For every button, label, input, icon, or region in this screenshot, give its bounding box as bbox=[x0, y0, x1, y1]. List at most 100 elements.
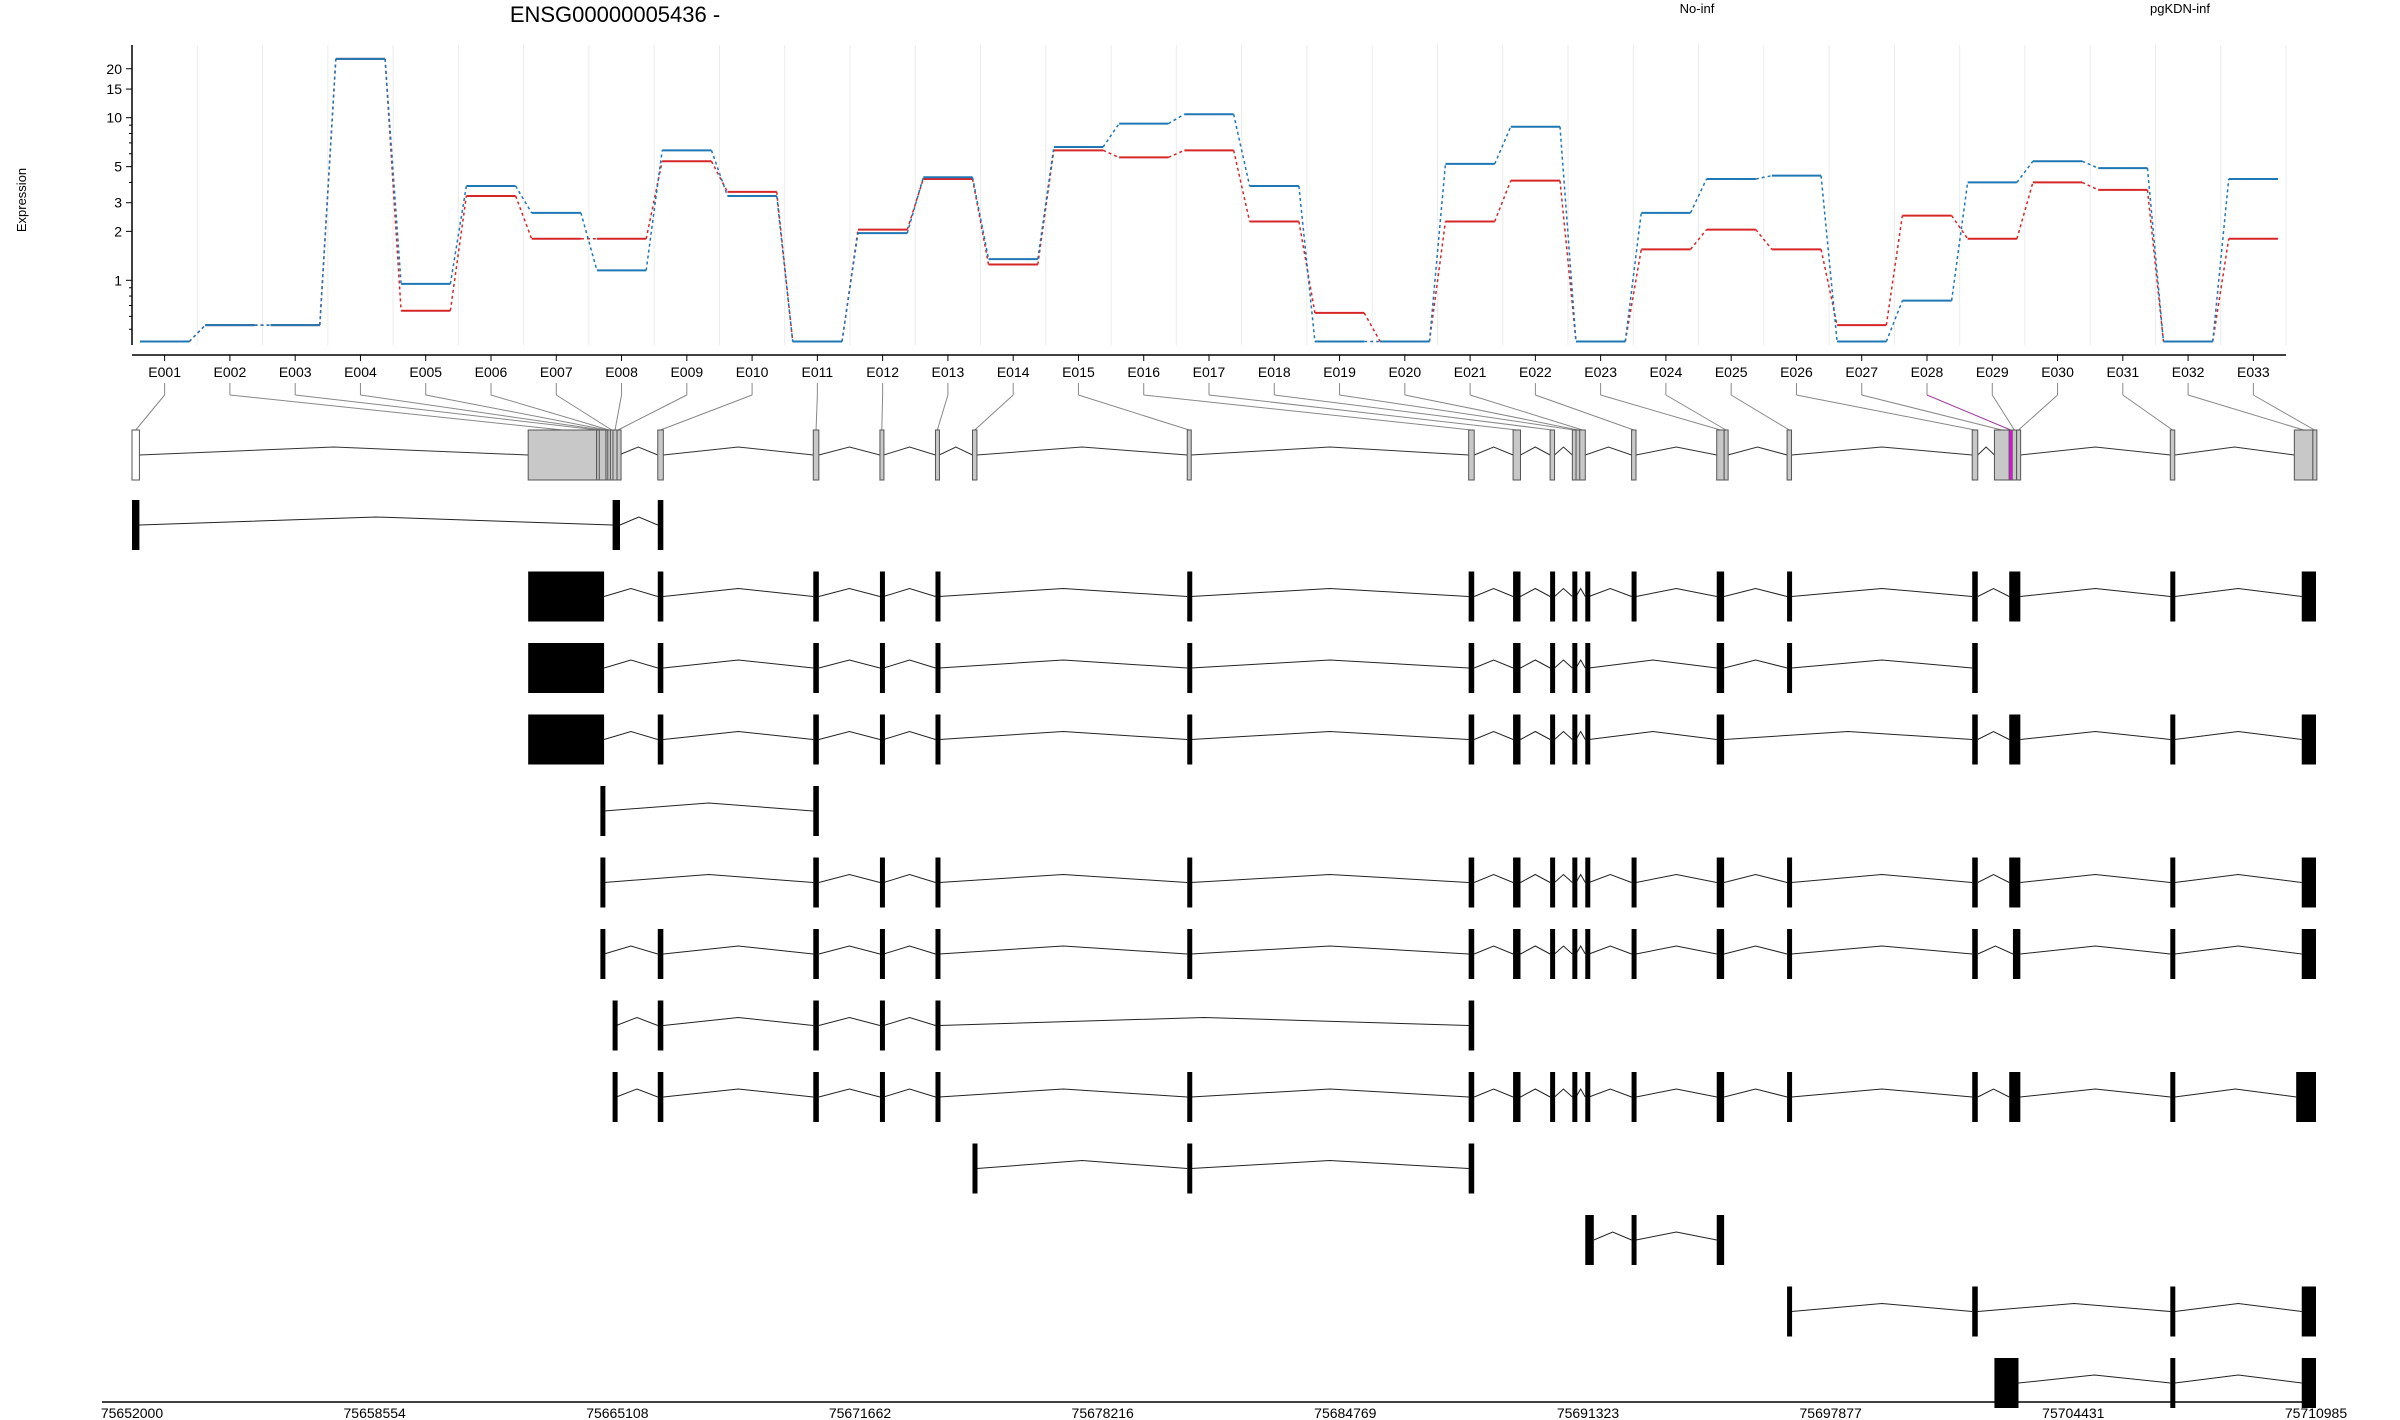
transcript-intron bbox=[939, 1088, 1188, 1098]
transcript-exon bbox=[1972, 714, 1978, 765]
transcript-exon bbox=[1187, 857, 1193, 908]
intron-line bbox=[139, 446, 529, 456]
transcript-intron bbox=[663, 1088, 814, 1098]
series-connector-pgkdn-inf bbox=[1102, 123, 1120, 148]
genomic-tick-label: 75665108 bbox=[586, 1405, 649, 1420]
intron-line bbox=[2020, 446, 2171, 456]
transcript-exon bbox=[1513, 857, 1521, 908]
transcript-intron bbox=[883, 730, 936, 740]
connector-line bbox=[974, 394, 1014, 431]
transcript-exon bbox=[2301, 857, 2316, 908]
series-connector-no-inf bbox=[2211, 238, 2230, 342]
transcript-tracks bbox=[132, 500, 2316, 1408]
x-tick-label: E019 bbox=[1323, 364, 1356, 380]
series-connector-pgkdn-inf bbox=[1689, 178, 1708, 214]
series-connector-no-inf bbox=[2146, 189, 2165, 342]
transcript-exon bbox=[2009, 714, 2021, 765]
transcript-exon bbox=[1787, 929, 1793, 979]
transcript-intron bbox=[1635, 1088, 1717, 1098]
transcript-intron bbox=[1575, 730, 1586, 740]
transcript-intron bbox=[1791, 587, 1973, 597]
connector-line bbox=[490, 394, 610, 431]
transcript-exon bbox=[1468, 1000, 1475, 1051]
genomic-tick-label: 75678216 bbox=[1072, 1405, 1135, 1420]
connector-line bbox=[556, 394, 612, 431]
intron-line bbox=[1727, 446, 1788, 456]
transcript-exon bbox=[2170, 714, 2176, 765]
transcript-intron bbox=[616, 1088, 658, 1098]
series-connector-pgkdn-inf bbox=[1885, 300, 1904, 342]
x-tick-label: E026 bbox=[1780, 364, 1813, 380]
transcript-exon bbox=[1550, 714, 1556, 765]
transcript-exon bbox=[1585, 643, 1591, 693]
legend-entry-pgkdn-inf: pgKDN-inf bbox=[2150, 1, 2210, 16]
series-connector-pgkdn-inf bbox=[1950, 182, 1969, 301]
exon-box-e022 bbox=[1631, 429, 1637, 481]
exon-box-e030 bbox=[2016, 429, 2022, 481]
transcript-intron bbox=[1977, 1302, 2171, 1312]
exon-box-e024 bbox=[1723, 429, 1729, 481]
transcript-intron bbox=[2020, 1088, 2171, 1098]
transcript-intron bbox=[2020, 730, 2171, 740]
connector-line bbox=[881, 394, 884, 431]
connector-line bbox=[1339, 394, 1575, 431]
transcript-intron bbox=[1554, 1088, 1573, 1098]
transcript-intron bbox=[1520, 659, 1551, 669]
connector-line bbox=[295, 394, 599, 431]
series-connector-pgkdn-inf bbox=[1820, 175, 1838, 342]
connector-line bbox=[2122, 394, 2173, 431]
connector-line bbox=[1926, 394, 2011, 431]
series-connector-no-inf bbox=[1232, 150, 1251, 222]
transcript-intron bbox=[604, 802, 814, 812]
transcript-intron bbox=[939, 659, 1188, 669]
intron-line bbox=[1977, 446, 1995, 456]
transcript-exon bbox=[2296, 1072, 2316, 1122]
transcript-exon bbox=[2301, 571, 2316, 622]
transcript-intron bbox=[1791, 873, 1973, 883]
transcript-intron bbox=[1474, 730, 1514, 740]
transcript-exon bbox=[2009, 571, 2021, 622]
transcript-intron bbox=[818, 1016, 881, 1026]
transcript-intron bbox=[1554, 659, 1573, 669]
transcript-intron bbox=[2174, 1088, 2297, 1098]
exon-box-e025 bbox=[1786, 429, 1793, 481]
series-connector-pgkdn-inf bbox=[188, 324, 206, 343]
connector-line bbox=[1665, 394, 1727, 431]
series-connector-no-inf bbox=[514, 195, 533, 240]
transcript-exon bbox=[935, 643, 941, 693]
y-axis-label: Expression bbox=[14, 168, 29, 232]
series-connector-pgkdn-inf bbox=[645, 150, 663, 271]
transcript-intron bbox=[939, 873, 1188, 883]
transcript-exon bbox=[657, 714, 664, 765]
intron-line bbox=[976, 446, 1188, 456]
x-tick-label: E010 bbox=[736, 364, 769, 380]
x-tick-label: E031 bbox=[2106, 364, 2139, 380]
exon-box-e010 bbox=[657, 429, 664, 481]
series-connector-no-inf bbox=[1102, 149, 1120, 159]
connector-line bbox=[1796, 394, 1976, 431]
transcript-intron bbox=[1554, 730, 1573, 740]
transcript-intron bbox=[1724, 659, 1788, 669]
x-tick-label: E027 bbox=[1845, 364, 1878, 380]
y-tick-label: 2 bbox=[114, 223, 122, 239]
transcript-exon bbox=[1550, 571, 1556, 622]
transcript-intron bbox=[1588, 587, 1632, 597]
intron-line bbox=[618, 446, 658, 456]
transcript-exon bbox=[813, 571, 819, 622]
genomic-coordinate-axis: 75652000 75658554 75665108 75671662 75678216… bbox=[101, 1401, 2347, 1420]
transcript-exon bbox=[1787, 1286, 1793, 1337]
transcript-intron bbox=[603, 587, 658, 597]
connector-line bbox=[2187, 394, 2304, 431]
series-connector-no-inf bbox=[1820, 249, 1838, 326]
transcript-exon bbox=[2170, 571, 2176, 622]
exon-box-e021 bbox=[1579, 429, 1586, 481]
exon-box-e015 bbox=[1186, 429, 1192, 481]
intron-line bbox=[663, 446, 814, 456]
exon-box-e033 bbox=[2312, 429, 2318, 481]
transcript-exon bbox=[657, 643, 664, 693]
transcript-intron bbox=[603, 730, 658, 740]
exon-box-e018 bbox=[1549, 429, 1556, 481]
transcript-exon bbox=[1972, 1072, 1978, 1122]
transcript-exon bbox=[879, 571, 885, 622]
